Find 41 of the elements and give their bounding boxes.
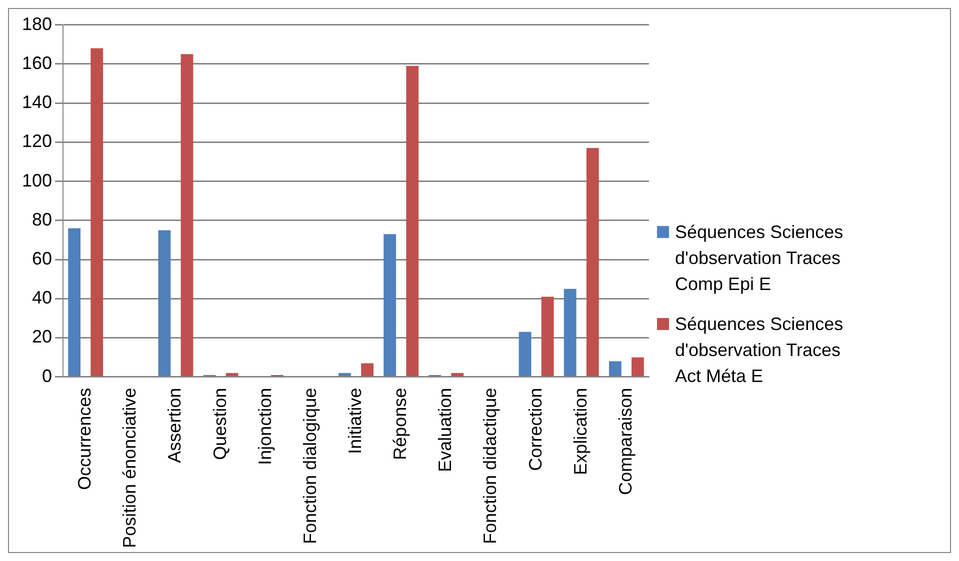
- bar: [518, 332, 532, 376]
- bar: [338, 372, 351, 376]
- x-tick-label: Question: [210, 388, 230, 460]
- bar: [608, 361, 622, 376]
- bar: [541, 296, 554, 376]
- y-tick-label: 160: [22, 52, 52, 73]
- bar: [564, 288, 576, 376]
- x-tick-label: Correction: [525, 388, 546, 471]
- bar: [632, 357, 644, 376]
- x-tick-label: Injonction: [254, 388, 275, 465]
- y-tick-label: 120: [22, 131, 52, 152]
- x-tick-label: Assertion: [164, 388, 185, 463]
- bar: [90, 48, 104, 376]
- bar: [68, 228, 80, 376]
- bar: [406, 66, 419, 376]
- y-tick-label: 60: [32, 248, 52, 268]
- x-tick-label: Evaluation: [435, 388, 456, 472]
- y-tick-label: 20: [32, 326, 52, 347]
- y-tick-label: 80: [32, 209, 52, 230]
- x-tick-label: Initiative: [344, 388, 365, 454]
- legend-label: Séquences Sciences d'observation Traces Comp Epi E: [675, 221, 844, 296]
- y-tick-label: 40: [32, 288, 52, 308]
- x-tick-label: Comparaison: [615, 388, 636, 495]
- y-tick-label: 0: [42, 366, 52, 386]
- x-tick-label: Fonction didactique: [480, 388, 500, 544]
- x-tick-label: Explication: [570, 388, 590, 475]
- legend-label: Séquences Sciences d'observation Traces Act Méta E: [675, 313, 844, 388]
- bar: [586, 148, 599, 376]
- y-tick-label: 140: [22, 92, 52, 112]
- bar: [226, 372, 238, 376]
- x-tick-label: Fonction dialogique: [300, 388, 320, 544]
- x-tick-label: Occurrences: [74, 388, 95, 490]
- x-tick-label: Réponse: [390, 388, 410, 460]
- bar: [384, 234, 396, 376]
- bar: [158, 230, 171, 376]
- bar: [451, 372, 464, 376]
- y-tick-label: 180: [22, 14, 52, 34]
- y-tick-label: 100: [22, 170, 52, 190]
- bar: [180, 54, 194, 376]
- bar: [361, 363, 374, 376]
- x-tick-label: Position énonciative: [120, 388, 140, 548]
